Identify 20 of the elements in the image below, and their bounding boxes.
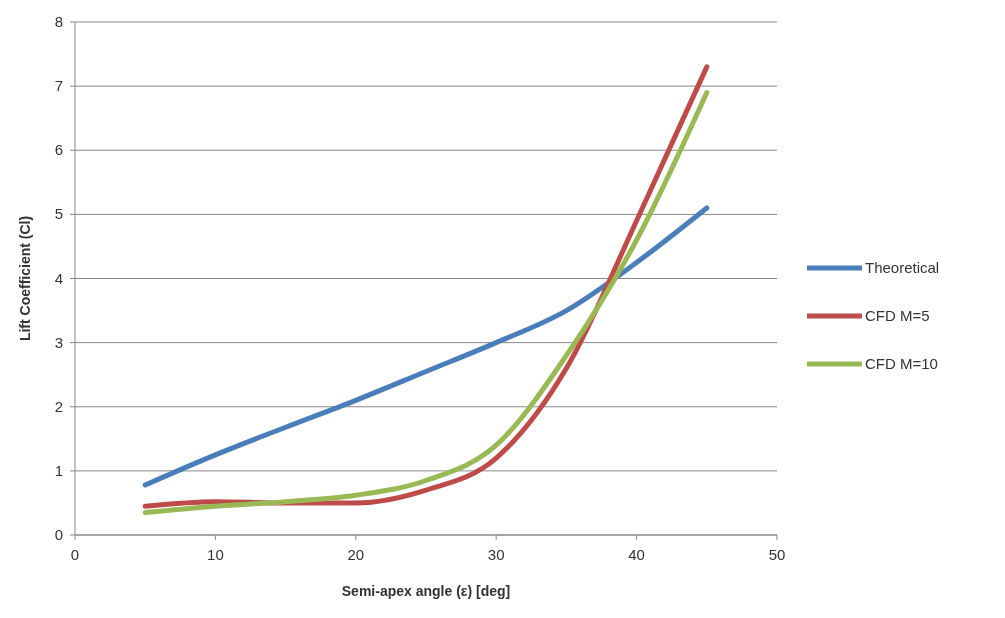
legend-label: CFD M=10 (865, 355, 938, 372)
x-tick-label: 10 (207, 546, 224, 563)
x-tick-label: 20 (347, 546, 365, 563)
y-axis-title: Lift Coefficient (Cl) (17, 215, 33, 342)
x-tick-label: 40 (628, 546, 645, 563)
y-tick-label: 0 (54, 526, 63, 543)
y-tick-label: 6 (54, 141, 63, 159)
x-tick-label: 30 (487, 546, 505, 563)
y-tick-label: 8 (54, 13, 63, 30)
x-tick-label: 0 (70, 546, 80, 563)
y-tick-label: 7 (54, 77, 63, 95)
x-tick-label: 50 (768, 546, 786, 563)
y-tick-label: 5 (54, 205, 63, 223)
legend-label: Theoretical (865, 259, 940, 276)
x-axis-title: Semi-apex angle (ε) [deg] (341, 583, 511, 599)
legend-label: CFD M=5 (865, 307, 930, 324)
y-tick-label: 4 (54, 269, 63, 287)
y-tick-label: 1 (54, 461, 63, 479)
y-tick-label: 3 (54, 333, 63, 351)
y-tick-label: 2 (54, 397, 63, 415)
